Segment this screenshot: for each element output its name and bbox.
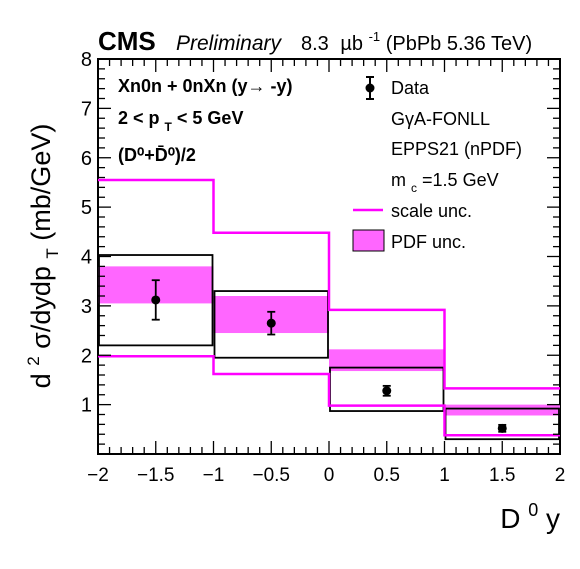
model-box <box>98 254 214 347</box>
scale-unc-lines <box>98 178 560 437</box>
x-tick-label: −0.5 <box>252 465 290 486</box>
legend: Data GγA-FONLL EPPS21 (nPDF) m c =1.5 Ge… <box>352 76 522 252</box>
model-box <box>213 290 329 359</box>
y-tick-label: 8 <box>81 49 92 71</box>
x-axis-label: D 0 y <box>500 491 560 534</box>
lumi-label: 8.3 µb -1 (PbPb 5.36 TeV) <box>301 24 532 55</box>
legend-npdf-label: EPPS21 (nPDF) <box>391 139 522 159</box>
x-tick-label: 1 <box>439 465 450 486</box>
y-tick-label: 1 <box>81 395 92 417</box>
legend-pdf-swatch <box>352 229 385 252</box>
x-tick-label: −2 <box>87 465 109 486</box>
legend-mass-label: m c =1.5 GeV <box>391 170 499 196</box>
y-tick-label: 4 <box>81 247 92 269</box>
legend-pdf-label: PDF unc. <box>391 232 466 252</box>
preliminary-label: Preliminary <box>176 32 283 55</box>
x-tick-label: −1.5 <box>137 465 175 486</box>
pdf-unc-band <box>444 404 560 416</box>
y-tick-label: 3 <box>81 296 92 318</box>
axis-ticks: −2 −1.5 −1 −0.5 0 0.5 1 1.5 2 1 2 3 4 5 6 7 8 <box>81 49 565 486</box>
legend-data-label: Data <box>391 78 430 98</box>
y-tick-label: 2 <box>81 345 92 367</box>
data-point <box>151 295 161 305</box>
svg-text:CMS: CMS <box>98 26 156 56</box>
y-axis-label: d 2 σ/dydp T (mb/GeV) <box>15 124 64 389</box>
y-tick-label: 7 <box>81 98 92 120</box>
x-tick-label: 0 <box>324 465 335 486</box>
x-tick-label: 1.5 <box>489 465 515 486</box>
cms-label: CMS <box>98 26 156 56</box>
y-tick-label: 6 <box>81 148 92 170</box>
selection-line1: Xn0n + 0nXn (y→ -y) <box>118 76 293 96</box>
x-tick-label: −1 <box>203 465 225 486</box>
y-tick-label: 5 <box>81 197 92 219</box>
x-tick-label: 2 <box>555 465 566 486</box>
selection-line2: 2 < p T < 5 GeV <box>118 108 243 135</box>
pdf-unc-band <box>329 349 445 372</box>
data-point <box>266 318 276 328</box>
data-point <box>382 386 392 396</box>
legend-data-marker <box>365 76 375 100</box>
data-point <box>497 423 507 433</box>
legend-model-label: GγA-FONLL <box>391 109 490 129</box>
legend-scale-label: scale unc. <box>391 201 472 221</box>
scale-unc-lower <box>98 354 560 437</box>
x-tick-label: 0.5 <box>374 465 400 486</box>
scale-unc-upper <box>98 178 560 390</box>
selection-line3: (D⁰+D̄⁰)/2 <box>118 145 196 165</box>
data-points <box>151 279 507 433</box>
